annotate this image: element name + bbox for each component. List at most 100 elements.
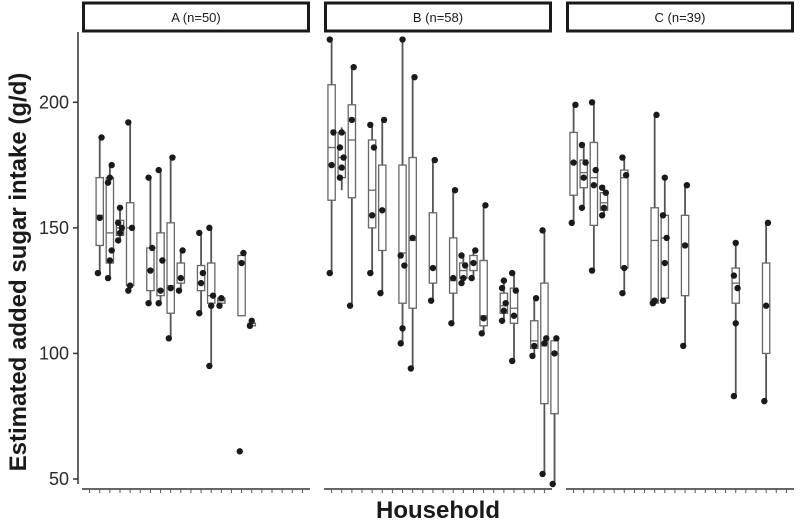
data-point [734, 284, 741, 292]
y-axis: 50 100 150 200 [39, 32, 79, 489]
data-point [598, 184, 606, 191]
box-iqr [156, 232, 165, 297]
data-point [368, 212, 376, 219]
data-point [661, 174, 668, 181]
box-iqr [660, 214, 670, 299]
box-iqr [196, 264, 206, 292]
data-point [114, 237, 122, 244]
data-point [588, 99, 596, 106]
box-iqr [125, 202, 135, 287]
data-point [326, 36, 333, 43]
data-point [125, 287, 132, 294]
data-point [94, 269, 102, 277]
data-point [510, 312, 518, 319]
facet-strip-label: B (n=58) [413, 10, 463, 25]
data-point [238, 259, 245, 267]
data-point [588, 267, 596, 274]
data-point [659, 212, 667, 219]
box-iqr [166, 222, 175, 314]
data-point [216, 302, 223, 309]
box-iqr [448, 237, 458, 294]
data-point [578, 204, 586, 211]
data-point [621, 264, 628, 272]
facet-strip-label: A (n=50) [171, 10, 221, 25]
data-point [149, 244, 156, 252]
data-point [348, 116, 356, 124]
data-point [209, 292, 217, 299]
data-point [147, 267, 154, 274]
data-point [549, 480, 556, 488]
data-point [338, 164, 345, 171]
data-point [128, 224, 136, 232]
data-point [104, 274, 112, 282]
data-point [498, 317, 506, 324]
data-point [411, 74, 418, 81]
data-point [600, 204, 608, 211]
data-point [399, 325, 406, 332]
y-tick-label: 50 [49, 469, 69, 489]
data-point [240, 249, 247, 257]
facet-strip [82, 1, 310, 33]
data-point [208, 302, 215, 309]
data-point [500, 307, 508, 314]
data-point [346, 302, 354, 309]
data-point [397, 340, 404, 347]
data-point [448, 320, 455, 327]
data-point [732, 320, 739, 327]
data-point [541, 340, 548, 347]
data-point [367, 121, 374, 129]
data-point [508, 357, 516, 365]
data-point [619, 154, 626, 161]
box-iqr [680, 214, 690, 297]
data-point [730, 392, 738, 400]
data-point [543, 335, 550, 342]
data-point [206, 362, 213, 370]
data-point [155, 300, 162, 307]
data-point [196, 310, 203, 317]
data-point [116, 204, 124, 211]
box-iqr [176, 262, 186, 284]
box-iqr [367, 139, 377, 229]
data-point [572, 101, 579, 109]
data-point [539, 227, 546, 234]
data-point [431, 156, 438, 164]
box-iqr [95, 176, 105, 247]
data-point [553, 335, 560, 342]
data-point [179, 247, 186, 254]
data-point [622, 171, 630, 179]
data-point [461, 262, 469, 269]
data-point [663, 234, 670, 242]
data-point [377, 289, 384, 297]
data-point [326, 269, 333, 277]
data-point [512, 287, 520, 294]
data-point [175, 287, 183, 294]
data-point [458, 279, 465, 287]
data-point [108, 161, 115, 169]
data-point [661, 259, 668, 267]
data-point [570, 159, 577, 166]
data-point [602, 189, 610, 196]
data-point [340, 154, 347, 161]
box-iqr [398, 164, 407, 304]
data-point [145, 300, 152, 307]
data-point [683, 181, 691, 189]
box-iqr [347, 104, 357, 199]
y-tick-label: 150 [39, 218, 69, 238]
box-iqr [428, 212, 438, 284]
data-point [539, 470, 546, 478]
data-point [531, 342, 538, 350]
data-point [218, 294, 225, 302]
data-point [730, 272, 738, 279]
data-point [177, 274, 184, 282]
facet-panel: B (n=58) [324, 1, 560, 493]
data-point [118, 224, 126, 232]
facet-strip [566, 1, 794, 33]
data-point [590, 181, 598, 189]
y-tick-label: 100 [39, 343, 69, 363]
data-point [761, 397, 768, 405]
data-point [401, 262, 408, 269]
data-point [450, 274, 457, 282]
data-point [328, 161, 335, 169]
data-point [407, 365, 415, 372]
